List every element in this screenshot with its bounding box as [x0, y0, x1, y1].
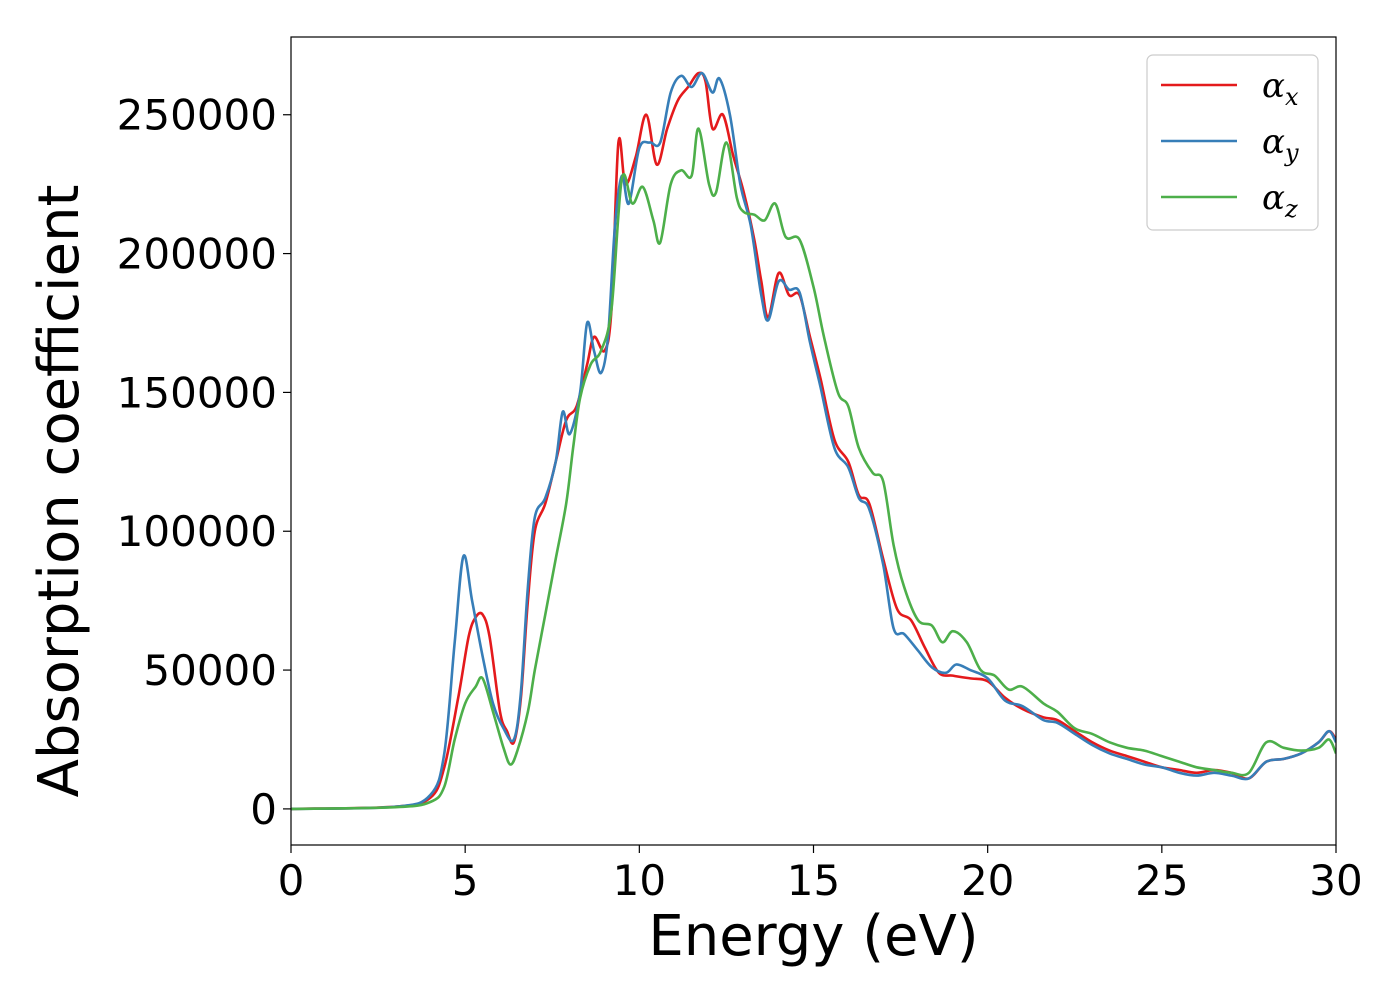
y-tick-label: 150000 — [117, 368, 277, 417]
x-tick-label: 15 — [787, 856, 840, 905]
y-tick-label: 250000 — [117, 91, 277, 140]
series-layer — [291, 71, 1336, 811]
x-tick-label: 25 — [1135, 856, 1188, 905]
legend-label-z: αz — [1262, 178, 1298, 223]
x-axis-label: Energy (eV) — [648, 904, 978, 969]
series-line-z — [291, 127, 1336, 811]
x-tick-label: 0 — [278, 856, 305, 905]
y-tick-label: 100000 — [117, 507, 277, 556]
legend-label-x: αx — [1262, 66, 1299, 111]
x-tick-label: 30 — [1309, 856, 1362, 905]
x-tick-label: 20 — [961, 856, 1014, 905]
y-tick-label: 200000 — [117, 230, 277, 279]
y-axis: 0 50000 100000 150000 200000 250000 — [117, 91, 291, 834]
y-tick-label: 50000 — [143, 646, 277, 695]
y-tick-label: 0 — [250, 785, 277, 834]
legend-label-y: αy — [1262, 122, 1299, 167]
x-axis: 0 5 10 15 20 25 30 — [278, 845, 1363, 905]
y-axis-label: Absorption coefficient — [27, 185, 92, 798]
x-tick-label: 10 — [613, 856, 666, 905]
x-tick-label: 5 — [452, 856, 479, 905]
legend-box — [1146, 54, 1319, 231]
legend: αx αy αz — [1146, 54, 1319, 231]
series-line-y — [291, 71, 1336, 811]
